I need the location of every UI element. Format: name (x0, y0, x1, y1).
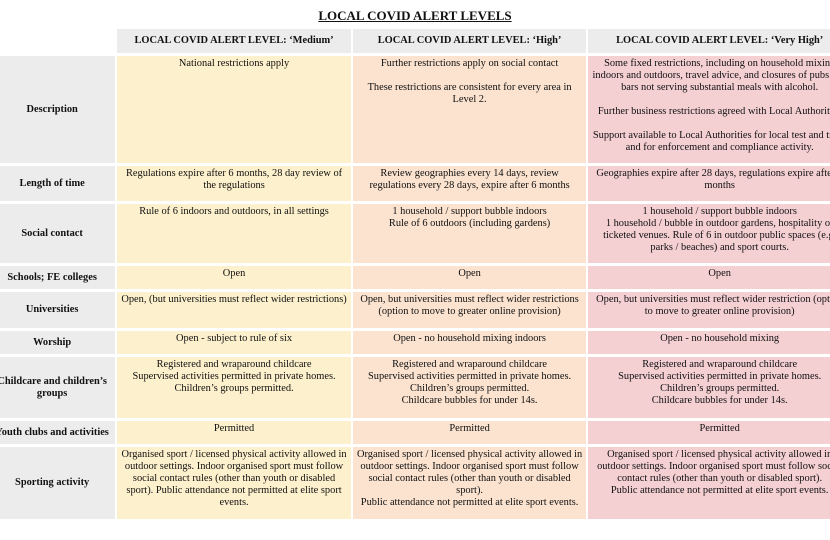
table-row: Description National restrictions apply Fu… (0, 56, 830, 163)
cell-high-text: Open, but universities must reflect wide… (360, 294, 579, 317)
row-label-text: Social contact (21, 227, 83, 239)
table-row: Youth clubs and activities Permitted Permi… (0, 421, 830, 444)
table-row: Social contact Rule of 6 indoors and outd… (0, 204, 830, 263)
table-row: Length of time Regulations expire after 6… (0, 166, 830, 201)
cell-medium: Open - subject to rule of six (117, 331, 351, 354)
cell-high: Permitted (352, 421, 587, 444)
header-medium: LOCAL COVID ALERT LEVEL: ‘Medium’ (117, 29, 351, 53)
cell-high: 1 household / support bubble indoors Rul… (352, 204, 587, 263)
table-row: Childcare and children’s groups Registere… (0, 357, 830, 418)
cell-medium: Registered and wraparound childcare Supe… (117, 357, 351, 418)
cell-very-high: Open - no household mixing (588, 331, 830, 354)
row-label: Universities (0, 292, 116, 328)
cell-high-text: Open (458, 268, 481, 279)
cell-high-text: Review geographies every 14 days, review… (369, 168, 570, 191)
cell-medium: Open (117, 266, 351, 289)
cell-very-high-text: 1 household / support bubble indoors 1 h… (603, 206, 830, 253)
row-label: Sporting activity (0, 447, 116, 519)
alert-levels-table: LOCAL COVID ALERT LEVEL: ‘Medium’ LOCAL … (0, 26, 830, 522)
row-label-text: Sporting activity (15, 477, 90, 488)
cell-very-high-text: Open, but universities must reflect wide… (596, 294, 830, 317)
cell-very-high: 1 household / support bubble indoors 1 h… (588, 204, 830, 263)
cell-very-high: Geographies expire after 28 days, regula… (588, 166, 830, 201)
row-label: Length of time (0, 166, 116, 201)
cell-medium-text: Registered and wraparound childcare Supe… (132, 359, 336, 394)
cell-very-high: Organised sport / licensed physical acti… (588, 447, 830, 519)
cell-medium-text: Organised sport / licensed physical acti… (121, 449, 347, 508)
table-row: Universities Open, (but universities must… (0, 292, 830, 328)
cell-very-high-text: Organised sport / licensed physical acti… (597, 449, 830, 496)
row-label-text: Youth clubs and activities (0, 426, 109, 438)
cell-very-high: Open (588, 266, 830, 289)
row-label-text: Length of time (19, 177, 85, 189)
cell-high-text: Further restrictions apply on social con… (367, 58, 572, 105)
cell-medium: Open, (but universities must reflect wid… (117, 292, 351, 328)
cell-very-high: Some fixed restrictions, including on ho… (588, 56, 830, 163)
cell-high: Organised sport / licensed physical acti… (352, 447, 587, 519)
cell-medium: Rule of 6 indoors and outdoors, in all s… (117, 204, 351, 263)
cell-medium-text: Open - subject to rule of six (176, 333, 293, 344)
cell-high: Open, but universities must reflect wide… (352, 292, 587, 328)
cell-very-high: Registered and wraparound childcare Supe… (588, 357, 830, 418)
row-label-text: Schools; FE colleges (7, 271, 97, 283)
row-label: Description (0, 56, 116, 163)
row-label-text: Worship (33, 336, 72, 348)
cell-high: Registered and wraparound childcare Supe… (352, 357, 587, 418)
cell-high-text: Organised sport / licensed physical acti… (356, 449, 583, 508)
cell-very-high-text: Open - no household mixing (660, 333, 780, 344)
cell-high: Further restrictions apply on social con… (352, 56, 587, 163)
row-label-text: Universities (25, 304, 79, 315)
cell-medium: Regulations expire after 6 months, 28 da… (117, 166, 351, 201)
cell-very-high-text: Geographies expire after 28 days, regula… (596, 168, 830, 191)
header-blank (0, 29, 116, 53)
table-row: Sporting activity Organised sport / licen… (0, 447, 830, 519)
header-high: LOCAL COVID ALERT LEVEL: ‘High’ (352, 29, 587, 53)
cell-high-text: Permitted (449, 423, 490, 434)
cell-medium-text: Open, (but universities must reflect wid… (121, 294, 347, 305)
table-row: Schools; FE colleges Open Open Open (0, 266, 830, 289)
cell-high-text: Registered and wraparound childcare Supe… (368, 359, 572, 406)
cell-very-high: Permitted (588, 421, 830, 444)
cell-high: Review geographies every 14 days, review… (352, 166, 587, 201)
cell-very-high-text: Registered and wraparound childcare Supe… (618, 359, 822, 406)
row-label: Youth clubs and activities (0, 421, 116, 444)
cell-medium: National restrictions apply (117, 56, 351, 163)
table-row: Worship Open - subject to rule of six Open… (0, 331, 830, 354)
cell-medium-text: Open (222, 268, 246, 279)
cell-medium: Permitted (117, 421, 351, 444)
cell-high-text: Open - no household mixing indoors (393, 333, 546, 344)
row-label-text: Description (26, 103, 78, 115)
row-label-text: Childcare and children’s groups (0, 375, 107, 399)
cell-high-text: 1 household / support bubble indoors Rul… (388, 206, 551, 229)
cell-very-high-text: Some fixed restrictions, including on ho… (592, 58, 830, 153)
row-label: Childcare and children’s groups (0, 357, 116, 418)
row-label: Schools; FE colleges (0, 266, 116, 289)
page-title: LOCAL COVID ALERT LEVELS (318, 8, 512, 23)
header-row: LOCAL COVID ALERT LEVEL: ‘Medium’ LOCAL … (0, 29, 830, 53)
cell-medium-text: Rule of 6 indoors and outdoors, in all s… (139, 206, 329, 217)
cell-very-high-text: Open (708, 268, 731, 279)
cell-medium-text: Permitted (213, 423, 255, 434)
cell-medium: Organised sport / licensed physical acti… (117, 447, 351, 519)
row-label: Worship (0, 331, 116, 354)
row-label: Social contact (0, 204, 116, 263)
cell-very-high-text: Permitted (699, 423, 740, 434)
cell-medium-text: National restrictions apply (178, 58, 290, 69)
header-very-high: LOCAL COVID ALERT LEVEL: ‘Very High’ (588, 29, 830, 53)
cell-medium-text: Regulations expire after 6 months, 28 da… (125, 168, 343, 191)
cell-high: Open - no household mixing indoors (352, 331, 587, 354)
cell-high: Open (352, 266, 587, 289)
cell-very-high: Open, but universities must reflect wide… (588, 292, 830, 328)
